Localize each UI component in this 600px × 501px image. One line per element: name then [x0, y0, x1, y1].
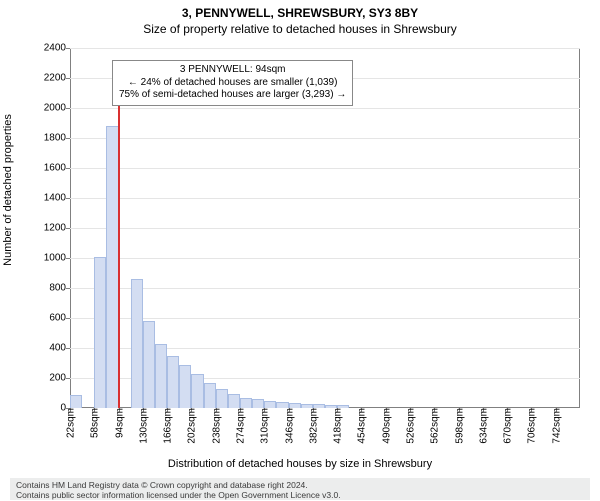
y-tick-label: 2000 [44, 103, 70, 114]
footer-line-2: Contains public sector information licen… [16, 491, 584, 501]
histogram-bar [131, 279, 143, 408]
gridline [70, 288, 580, 289]
annotation-box: 3 PENNYWELL: 94sqm← 24% of detached hous… [112, 60, 353, 106]
x-tick-label: 274sqm [234, 408, 247, 444]
x-tick-label: 490sqm [379, 408, 392, 444]
plot-area: 0200400600800100012001400160018002000220… [70, 48, 580, 408]
histogram-bar [167, 356, 179, 409]
annotation-line: 3 PENNYWELL: 94sqm [119, 64, 346, 77]
y-tick-label: 200 [49, 373, 70, 384]
gridline [70, 258, 580, 259]
histogram-bar [337, 405, 349, 408]
y-tick-label: 1200 [44, 223, 70, 234]
x-tick-label: 526sqm [404, 408, 417, 444]
histogram-bar [179, 365, 191, 409]
gridline [70, 168, 580, 169]
x-tick-label: 58sqm [88, 408, 101, 438]
gridline [70, 318, 580, 319]
annotation-line: ← 24% of detached houses are smaller (1,… [119, 77, 346, 90]
histogram-bar [216, 389, 228, 408]
x-tick-label: 130sqm [136, 408, 149, 444]
y-tick-label: 600 [49, 313, 70, 324]
histogram-bar [228, 394, 240, 408]
x-tick-label: 202sqm [185, 408, 198, 444]
x-tick-label: 22sqm [64, 408, 77, 438]
histogram-bar [325, 405, 337, 408]
x-tick-label: 562sqm [428, 408, 441, 444]
y-tick-label: 400 [49, 343, 70, 354]
gridline [70, 108, 580, 109]
title-main: 3, PENNYWELL, SHREWSBURY, SY3 8BY [0, 0, 600, 20]
y-tick-label: 1000 [44, 253, 70, 264]
x-axis-label: Distribution of detached houses by size … [168, 458, 432, 470]
x-tick-label: 238sqm [209, 408, 222, 444]
marker-line [118, 102, 120, 408]
x-tick-label: 346sqm [282, 408, 295, 444]
histogram-bar [94, 257, 106, 409]
histogram-bar [155, 344, 167, 408]
chart-container: 3, PENNYWELL, SHREWSBURY, SY3 8BY Size o… [0, 0, 600, 500]
histogram-bar [264, 401, 276, 408]
gridline [70, 228, 580, 229]
histogram-bar [301, 404, 313, 409]
x-tick-label: 742sqm [549, 408, 562, 444]
histogram-bar [289, 403, 301, 408]
x-tick-label: 634sqm [476, 408, 489, 444]
y-axis-label: Number of detached properties [2, 114, 14, 266]
x-tick-label: 670sqm [501, 408, 514, 444]
x-tick-label: 382sqm [306, 408, 319, 444]
gridline [70, 138, 580, 139]
y-tick-label: 800 [49, 283, 70, 294]
annotation-line: 75% of semi-detached houses are larger (… [119, 89, 346, 102]
y-tick-label: 2400 [44, 43, 70, 54]
x-tick-label: 310sqm [258, 408, 271, 444]
histogram-bar [252, 399, 264, 408]
title-sub: Size of property relative to detached ho… [0, 20, 600, 36]
x-tick-label: 166sqm [161, 408, 174, 444]
gridline [70, 48, 580, 49]
footer: Contains HM Land Registry data © Crown c… [10, 478, 590, 500]
y-tick-label: 1800 [44, 133, 70, 144]
histogram-bar [191, 374, 203, 408]
histogram-bar [276, 402, 288, 408]
y-tick-label: 2200 [44, 73, 70, 84]
histogram-bar [240, 398, 252, 409]
y-tick-label: 1400 [44, 193, 70, 204]
x-tick-label: 454sqm [355, 408, 368, 444]
x-tick-label: 418sqm [331, 408, 344, 444]
x-tick-label: 706sqm [525, 408, 538, 444]
gridline [70, 198, 580, 199]
histogram-bar [204, 383, 216, 409]
x-tick-label: 94sqm [112, 408, 125, 438]
histogram-bar [143, 321, 155, 408]
histogram-bar [70, 395, 82, 408]
x-tick-label: 598sqm [452, 408, 465, 444]
y-tick-label: 1600 [44, 163, 70, 174]
histogram-bar [313, 404, 325, 408]
